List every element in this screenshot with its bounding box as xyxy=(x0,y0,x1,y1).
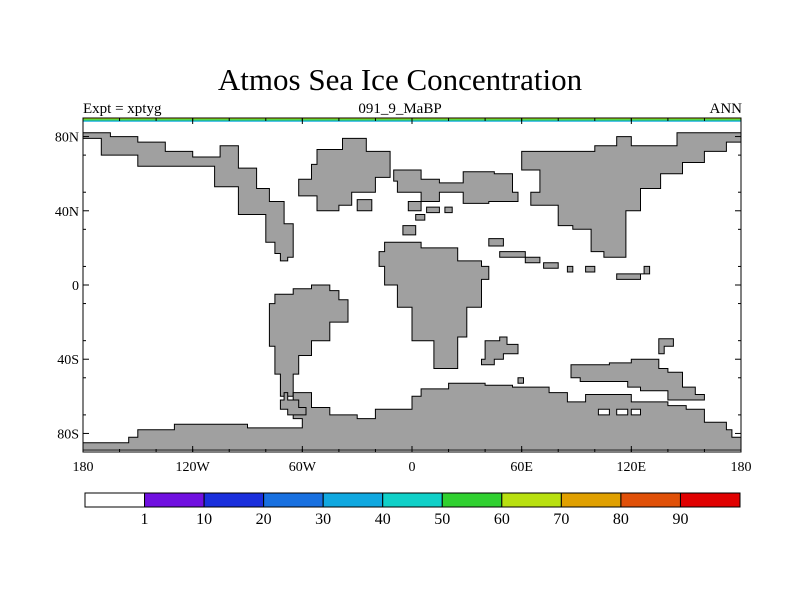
land-new-zealand xyxy=(658,338,674,355)
land-indo-2 xyxy=(543,262,559,269)
land-africa xyxy=(378,241,490,369)
land-asia xyxy=(521,132,742,258)
land-antarctic-peninsula xyxy=(279,392,307,416)
y-tick-label: 80N xyxy=(55,131,79,146)
colorbar-box-9 xyxy=(620,492,681,508)
x-tick-label: 120W xyxy=(176,460,211,475)
land-anatolia-1 xyxy=(415,214,426,221)
colorbar-label: 10 xyxy=(196,511,212,528)
colorbar-label: 1 xyxy=(141,511,149,528)
colorbar-box-4 xyxy=(322,492,384,508)
land-antarctica xyxy=(82,382,742,451)
colorbar-label: 40 xyxy=(375,511,391,528)
land-balkan xyxy=(444,206,453,214)
land-indo-1 xyxy=(524,256,541,264)
colorbar-label: 30 xyxy=(315,511,331,528)
colorbar-box-1 xyxy=(144,492,205,508)
x-tick-label: 180 xyxy=(73,460,94,475)
colorbar-box-10 xyxy=(679,492,741,508)
colorbar-box-5 xyxy=(382,492,443,508)
land-iceland xyxy=(356,199,373,212)
colorbar-box-8 xyxy=(560,492,622,508)
y-tick-label: 40N xyxy=(55,205,79,220)
y-tick-label: 80S xyxy=(57,427,79,442)
colorbar: 1 10 20 30 40 50 60 70 80 90 xyxy=(84,492,741,528)
ice-free-ant-hole-2 xyxy=(616,408,629,416)
land-italy xyxy=(426,206,440,214)
land-indo-3 xyxy=(566,265,574,273)
land-eurasia-west xyxy=(393,169,519,204)
land-india-north xyxy=(499,251,526,258)
colorbar-label: 50 xyxy=(434,511,450,528)
colorbar-box-7 xyxy=(501,492,562,508)
colorbar-box-6 xyxy=(441,492,503,508)
plot-area xyxy=(82,118,742,452)
land-east-asia-2 xyxy=(616,265,651,280)
land-india xyxy=(481,336,519,366)
land-arabia xyxy=(488,238,504,247)
land-north-america xyxy=(82,132,294,262)
ice-free-ant-hole-3 xyxy=(630,408,641,416)
land-iberia xyxy=(407,201,422,212)
y-tick-label: 40S xyxy=(57,353,79,368)
chart-title: Atmos Sea Ice Concentration xyxy=(217,62,583,97)
time-label: 091_9_MaBP xyxy=(358,101,442,117)
colorbar-box-3 xyxy=(263,492,324,508)
colorbar-label: 70 xyxy=(553,511,569,528)
land-greenland xyxy=(298,137,391,212)
land-madagascar-small xyxy=(517,377,524,384)
x-tick-label: 0 xyxy=(409,460,416,475)
x-tick-label: 60E xyxy=(510,460,533,475)
colorbar-label: 90 xyxy=(672,511,688,528)
colorbar-label: 60 xyxy=(494,511,510,528)
y-tick-label: 0 xyxy=(72,279,79,294)
land-australia xyxy=(570,358,705,401)
x-tick-label: 120E xyxy=(617,460,647,475)
land-east-asia-1 xyxy=(585,265,596,273)
x-tick-label: 180 xyxy=(731,460,752,475)
axes: 180 120W 60W 0 60E 120E 180 80N 40N 0 40S 80S xyxy=(55,117,752,475)
colorbar-box-0 xyxy=(84,492,146,508)
experiment-label: Expt = xptyg xyxy=(83,101,162,117)
colorbar-label: 20 xyxy=(256,511,272,528)
land-south-america xyxy=(268,284,349,397)
season-label: ANN xyxy=(709,101,743,117)
land-iberia-south xyxy=(402,225,417,236)
x-tick-label: 60W xyxy=(289,460,317,475)
colorbar-label: 80 xyxy=(613,511,629,528)
ice-free-ant-hole-1 xyxy=(597,408,610,416)
colorbar-box-2 xyxy=(203,492,265,508)
